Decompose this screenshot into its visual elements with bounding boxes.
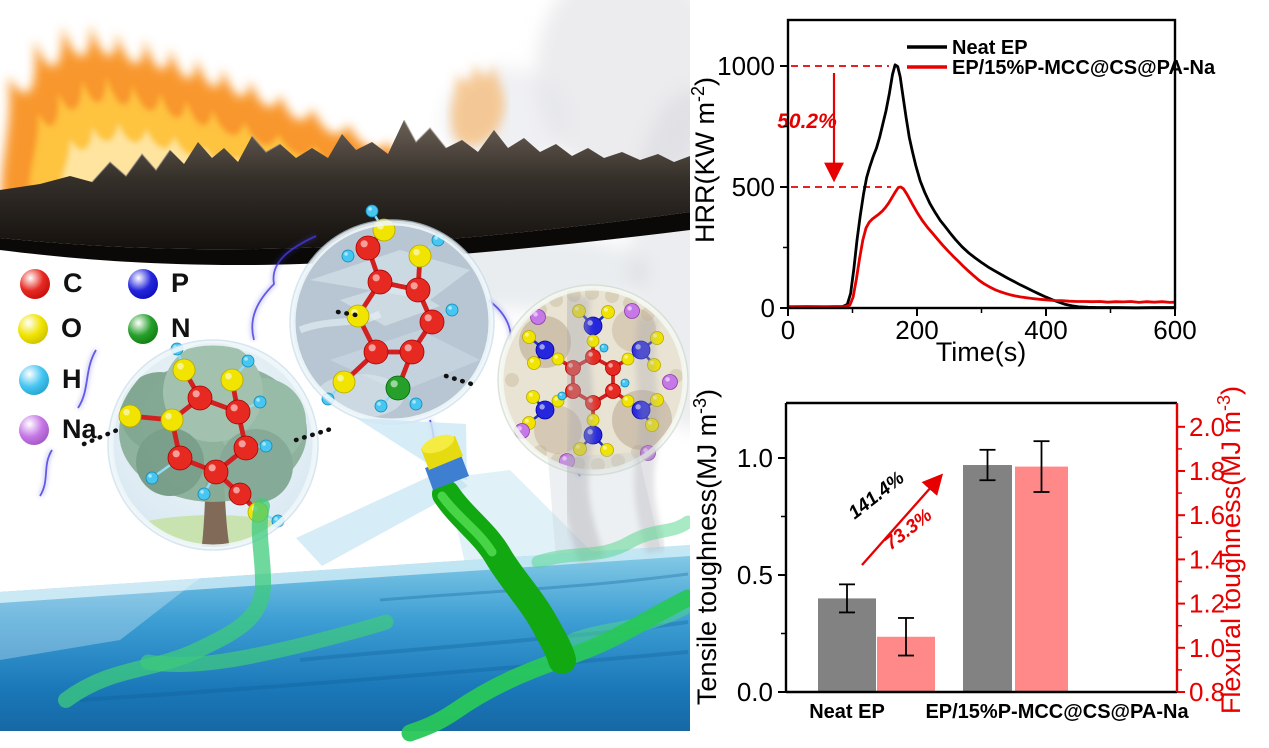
svg-text:1.0: 1.0 bbox=[737, 443, 773, 473]
svg-text:0: 0 bbox=[781, 315, 795, 345]
dotted-bonds bbox=[81, 309, 481, 447]
svg-text:EP/15%P-MCC@CS@PA-Na: EP/15%P-MCC@CS@PA-Na bbox=[925, 701, 1189, 723]
svg-text:EP/15%P-MCC@CS@PA-Na: EP/15%P-MCC@CS@PA-Na bbox=[952, 57, 1216, 79]
svg-text:2.0: 2.0 bbox=[1189, 412, 1225, 442]
svg-text:400: 400 bbox=[1024, 315, 1067, 345]
inset-circle-cellulose bbox=[107, 339, 319, 551]
svg-text:Neat EP: Neat EP bbox=[809, 701, 885, 723]
inset-circle-phytate bbox=[497, 284, 689, 476]
svg-text:0: 0 bbox=[761, 293, 775, 323]
svg-text:1.2: 1.2 bbox=[1189, 589, 1225, 619]
svg-text:0.0: 0.0 bbox=[737, 677, 773, 707]
svg-text:50.2%: 50.2% bbox=[777, 110, 837, 133]
charts-panel: 50.2% 0 200 400 600 0 500 1000 Neat EP EP/15%P-MC… bbox=[690, 0, 1269, 748]
svg-text:1.6: 1.6 bbox=[1189, 500, 1225, 530]
svg-text:600: 600 bbox=[1153, 315, 1196, 345]
svg-text:1000: 1000 bbox=[717, 51, 775, 81]
svg-text:HRR(KW m-2): HRR(KW m-2) bbox=[690, 77, 720, 243]
toughness-bar-chart: 0.0 0.5 1.0 0.8 1.0 1.2 1.4 1.6 1.8 2.0 Neat EP EP/… bbox=[690, 386, 1246, 723]
svg-text:Neat EP: Neat EP bbox=[952, 37, 1028, 59]
svg-text:500: 500 bbox=[732, 172, 775, 202]
svg-text:0.8: 0.8 bbox=[1189, 677, 1225, 707]
illustration bbox=[0, 0, 690, 742]
svg-text:0.5: 0.5 bbox=[737, 560, 773, 590]
hrr-line-chart: 50.2% 0 200 400 600 0 500 1000 Neat EPEP/15%P-MC… bbox=[690, 18, 1216, 367]
initiator-pencil bbox=[421, 434, 576, 674]
chitosan-molecule bbox=[321, 204, 459, 413]
polymer-chains bbox=[58, 498, 690, 742]
svg-text:1.8: 1.8 bbox=[1189, 456, 1225, 486]
svg-text:141.4%: 141.4% bbox=[845, 467, 909, 523]
svg-text:200: 200 bbox=[895, 315, 938, 345]
svg-text:Time(s): Time(s) bbox=[936, 337, 1026, 367]
char-layer bbox=[0, 119, 690, 266]
svg-text:1.4: 1.4 bbox=[1189, 544, 1225, 574]
smoke-plumes bbox=[562, 294, 666, 564]
svg-text:Flexural toughness(MJ m-3): Flexural toughness(MJ m-3) bbox=[1214, 386, 1246, 714]
svg-text:1.0: 1.0 bbox=[1189, 633, 1225, 663]
svg-text:Tensile toughness(MJ m-3): Tensile toughness(MJ m-3) bbox=[690, 389, 722, 705]
